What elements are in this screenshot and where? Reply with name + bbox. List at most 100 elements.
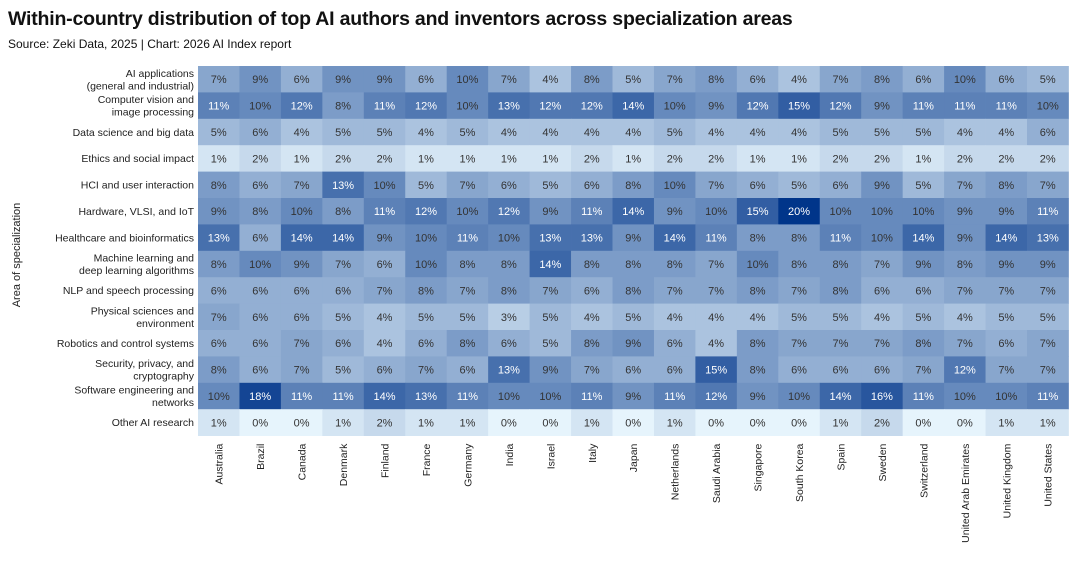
cell-value: 4% bbox=[584, 312, 600, 324]
heatmap-cell-italy-5 bbox=[571, 198, 613, 225]
cell-value: 5% bbox=[625, 74, 641, 86]
heatmap-cell-denmark-11 bbox=[322, 356, 365, 384]
cell-value: 6% bbox=[418, 338, 434, 350]
heatmap-cell-india-8 bbox=[488, 277, 530, 304]
cell-value: 1% bbox=[1040, 417, 1056, 429]
cell-value: 6% bbox=[335, 285, 351, 297]
cell-value: 10% bbox=[664, 180, 686, 192]
cell-value: 5% bbox=[335, 365, 351, 377]
heatmap-cell-united-arab-emirates-2 bbox=[944, 118, 986, 146]
heatmap-cell-italy-10 bbox=[571, 330, 613, 357]
cell-value: 9% bbox=[915, 259, 931, 271]
cell-value: 6% bbox=[998, 338, 1014, 350]
heatmap-cell-australia-13 bbox=[198, 409, 240, 436]
heatmap-cell-denmark-9 bbox=[322, 303, 365, 331]
cell-value: 5% bbox=[915, 127, 931, 139]
cell-value: 10% bbox=[871, 233, 893, 245]
cell-value: 10% bbox=[747, 259, 769, 271]
heatmap-cell-israel-1 bbox=[529, 92, 572, 120]
heatmap-cell-sweden-1 bbox=[861, 92, 904, 120]
heatmap-cell-spain-7 bbox=[819, 250, 862, 278]
cell-value: 12% bbox=[415, 101, 437, 113]
cell-value: 10% bbox=[415, 233, 437, 245]
cell-value: 8% bbox=[998, 180, 1014, 192]
heatmap-cell-finland-8 bbox=[363, 277, 406, 304]
cell-value: 6% bbox=[501, 338, 517, 350]
cell-value: 7% bbox=[1040, 180, 1056, 192]
heatmap-cell-switzerland-2 bbox=[902, 118, 945, 146]
heatmap-cell-israel-3 bbox=[529, 145, 572, 172]
cell-value: 6% bbox=[252, 285, 268, 297]
heatmap-cell-israel-2 bbox=[529, 118, 572, 146]
heatmap-cell-india-6 bbox=[488, 224, 530, 252]
heatmap-cell-spain-2 bbox=[819, 118, 862, 146]
cell-value: 6% bbox=[294, 312, 310, 324]
cell-value: 8% bbox=[501, 285, 517, 297]
cell-value: 4% bbox=[791, 74, 807, 86]
cell-value: 10% bbox=[249, 101, 271, 113]
cell-value: 1% bbox=[667, 417, 683, 429]
heatmap-cell-australia-12 bbox=[198, 382, 240, 410]
cell-value: 6% bbox=[252, 180, 268, 192]
heatmap-cell-saudi-arabia-8 bbox=[695, 277, 738, 304]
heatmap-cell-france-0 bbox=[405, 66, 448, 93]
heatmap-cell-united-kingdom-13 bbox=[985, 409, 1028, 436]
row-label: AI applications (general and industrial) bbox=[87, 68, 194, 93]
cell-value: 8% bbox=[584, 259, 600, 271]
heatmap-cell-finland-13 bbox=[363, 409, 406, 436]
cell-value: 7% bbox=[874, 338, 890, 350]
heatmap-cell-sweden-12 bbox=[861, 382, 904, 410]
cell-value: 1% bbox=[501, 153, 517, 165]
heatmap-cell-switzerland-12 bbox=[902, 382, 945, 410]
heatmap-cell-south-korea-9 bbox=[778, 303, 821, 331]
cell-value: 2% bbox=[667, 153, 683, 165]
cell-value: 8% bbox=[252, 206, 268, 218]
heatmap-cell-denmark-3 bbox=[322, 145, 365, 172]
column-label-united-kingdom: United Kingdom bbox=[1001, 443, 1013, 518]
cell-value: 11% bbox=[706, 233, 727, 245]
heatmap-cell-france-8 bbox=[405, 277, 448, 304]
cell-value: 7% bbox=[957, 180, 973, 192]
heatmap-cell-united-states-8 bbox=[1027, 277, 1069, 304]
cell-value: 9% bbox=[750, 391, 766, 403]
heatmap-cell-finland-7 bbox=[363, 250, 406, 278]
cell-value: 0% bbox=[750, 417, 766, 429]
heatmap-cell-france-5 bbox=[405, 198, 448, 225]
cell-value: 1% bbox=[211, 417, 227, 429]
cell-value: 10% bbox=[291, 206, 313, 218]
cell-value: 6% bbox=[252, 312, 268, 324]
heatmap-cell-sweden-5 bbox=[861, 198, 904, 225]
cell-value: 5% bbox=[874, 127, 890, 139]
cell-value: 1% bbox=[791, 153, 807, 165]
heatmap-cell-saudi-arabia-6 bbox=[695, 224, 738, 252]
heatmap-cell-brazil-12 bbox=[239, 382, 282, 410]
cell-value: 4% bbox=[418, 127, 434, 139]
cell-value: 4% bbox=[294, 127, 310, 139]
heatmap-cell-south-korea-0 bbox=[778, 66, 821, 93]
column-label-sweden: Sweden bbox=[877, 443, 889, 481]
heatmap-cell-south-korea-2 bbox=[778, 118, 821, 146]
heatmap-cell-netherlands-2 bbox=[653, 118, 696, 146]
heatmap-cell-united-arab-emirates-5 bbox=[944, 198, 986, 225]
heatmap-cell-germany-3 bbox=[446, 145, 489, 172]
heatmap-cell-united-states-11 bbox=[1027, 356, 1069, 384]
heatmap-cell-germany-5 bbox=[446, 198, 489, 225]
heatmap-cell-brazil-3 bbox=[239, 145, 282, 172]
cell-value: 15% bbox=[705, 365, 727, 377]
cell-value: 2% bbox=[708, 153, 724, 165]
heatmap-cell-india-9 bbox=[488, 303, 530, 331]
cell-value: 10% bbox=[954, 74, 976, 86]
cell-value: 2% bbox=[874, 417, 890, 429]
cell-value: 10% bbox=[456, 206, 478, 218]
cell-value: 7% bbox=[459, 285, 475, 297]
heatmap-cell-germany-7 bbox=[446, 250, 489, 278]
heatmap-cell-south-korea-1 bbox=[778, 92, 821, 120]
cell-value: 12% bbox=[705, 391, 727, 403]
cell-value: 8% bbox=[625, 285, 641, 297]
cell-value: 10% bbox=[456, 74, 478, 86]
cell-value: 9% bbox=[625, 391, 641, 403]
cell-value: 20% bbox=[788, 206, 810, 218]
heatmap-cell-canada-13 bbox=[280, 409, 323, 436]
heatmap-cell-saudi-arabia-1 bbox=[695, 92, 738, 120]
cell-value: 6% bbox=[377, 365, 393, 377]
